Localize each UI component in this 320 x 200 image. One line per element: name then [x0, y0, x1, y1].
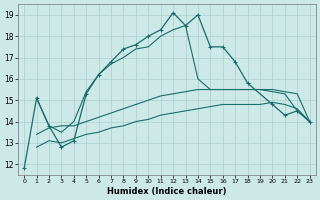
X-axis label: Humidex (Indice chaleur): Humidex (Indice chaleur) [107, 187, 227, 196]
